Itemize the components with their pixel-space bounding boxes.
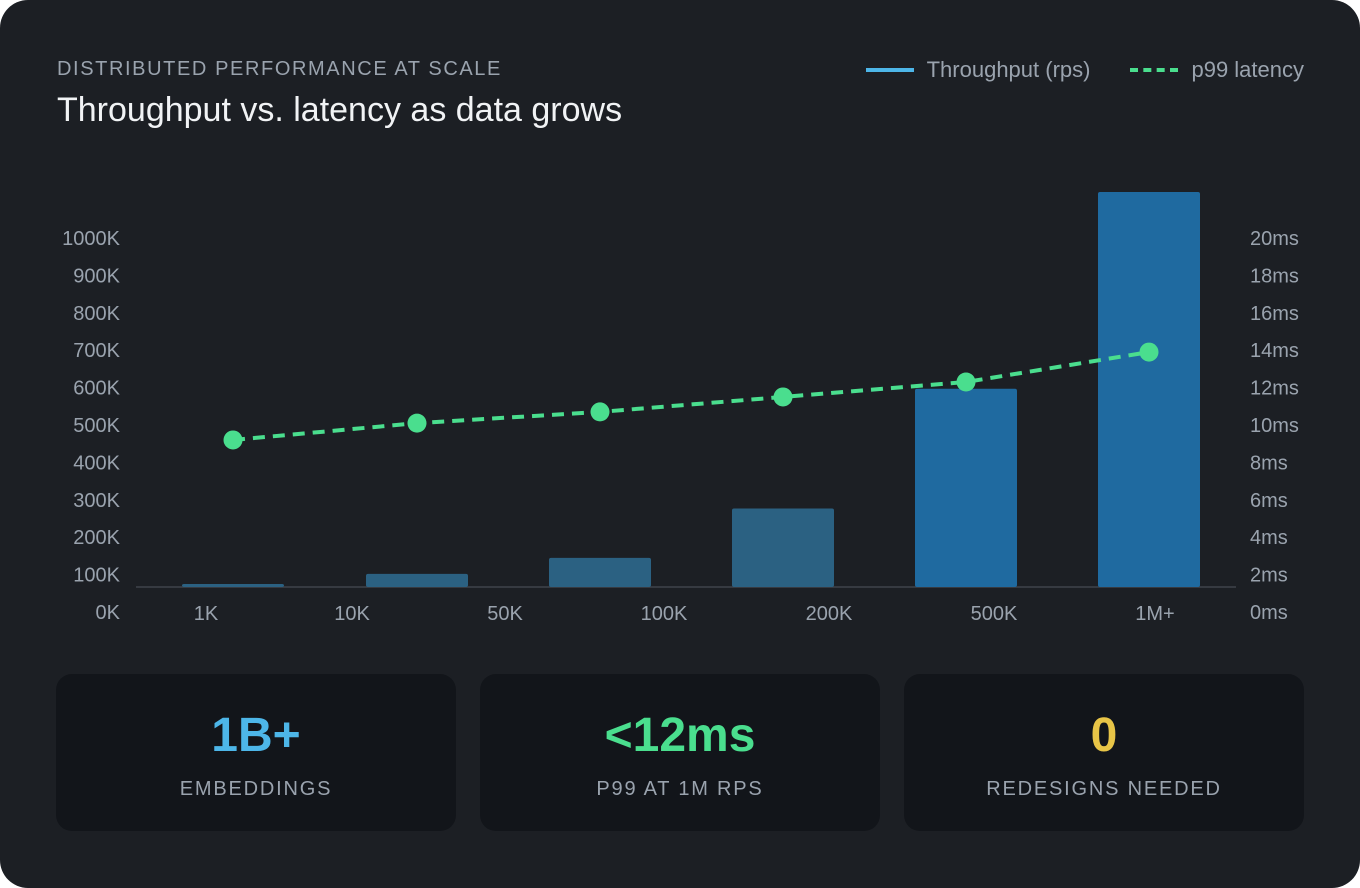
y-right-tick-label: 18ms [1250, 265, 1299, 287]
latency-point [223, 430, 243, 450]
x-tick-label: 1M+ [1135, 603, 1174, 625]
legend-label: Throughput (rps) [926, 57, 1091, 82]
stat-value: 0 [1090, 709, 1118, 762]
x-tick-label: 1K [194, 603, 219, 625]
x-tick-label: 50K [487, 603, 523, 625]
legend-latency: p99 latency [1130, 57, 1304, 83]
y-right-tick-label: 12ms [1250, 378, 1299, 400]
y-left-tick-label: 600K [73, 378, 120, 400]
latency-point [956, 372, 976, 392]
y-right-tick-label: 0ms [1250, 602, 1288, 624]
x-tick-label: 200K [806, 603, 853, 625]
throughput-bar [366, 573, 468, 587]
stat-value: <12ms [604, 709, 756, 762]
y-right-tick-label: 10ms [1250, 415, 1299, 437]
x-tick-label: 100K [641, 603, 688, 625]
throughput-bar [1098, 192, 1200, 587]
legend-dashed-line-icon [1130, 68, 1179, 72]
y-left-tick-label: 400K [73, 452, 120, 474]
y-right-tick-label: 14ms [1250, 340, 1299, 362]
stat-label: P99 AT 1M RPS [596, 778, 764, 800]
legend-throughput: Throughput (rps) [865, 57, 1091, 83]
stat-label: REDESIGNS NEEDED [986, 778, 1222, 800]
latency-point [1139, 342, 1159, 362]
y-left-tick-label: 500K [73, 415, 120, 437]
y-left-tick-label: 0K [96, 602, 121, 624]
y-left-tick-label: 300K [73, 490, 120, 512]
y-left-tick-label: 900K [73, 265, 120, 287]
latency-point [773, 387, 793, 407]
latency-point [407, 413, 427, 433]
stat-card-embeddings: 1B+ EMBEDDINGS [56, 674, 456, 831]
stat-card-redesigns: 0 REDESIGNS NEEDED [904, 674, 1304, 831]
legend: Throughput (rps) p99 latency [826, 57, 1304, 83]
y-right-tick-label: 16ms [1250, 303, 1299, 325]
chart-svg: 0K 100K 200K 300K 400K 500K 600K 700K 800K 900K 10… [62, 192, 1299, 625]
latency-line [232, 350, 1150, 442]
legend-label: p99 latency [1191, 57, 1304, 82]
throughput-bar [732, 508, 834, 587]
y-right-tick-label: 2ms [1250, 565, 1288, 587]
stats-row: 1B+ EMBEDDINGS <12ms P99 AT 1M RPS 0 RED… [56, 674, 1304, 831]
latency-point [590, 402, 610, 422]
x-tick-label: 10K [334, 603, 370, 625]
y-right-tick-label: 6ms [1250, 490, 1288, 512]
y-right-tick-label: 4ms [1250, 527, 1288, 549]
stat-card-p99: <12ms P99 AT 1M RPS [480, 674, 880, 831]
stat-label: EMBEDDINGS [179, 778, 333, 800]
chart-title: Throughput vs. latency as data grows [57, 91, 623, 129]
throughput-bar [549, 557, 651, 587]
y-left-tick-label: 800K [73, 303, 120, 325]
legend-solid-line-icon [865, 68, 914, 72]
throughput-bar [182, 584, 284, 587]
stat-value: 1B+ [211, 709, 301, 762]
y-right-tick-label: 20ms [1250, 228, 1299, 250]
throughput-bar [915, 388, 1017, 587]
y-left-tick-label: 100K [73, 565, 120, 587]
x-tick-label: 500K [971, 603, 1018, 625]
y-right-tick-label: 8ms [1250, 452, 1288, 474]
y-left-tick-label: 700K [73, 340, 120, 362]
y-left-tick-label: 200K [73, 527, 120, 549]
y-left-tick-label: 1000K [62, 228, 120, 250]
eyebrow-label: DISTRIBUTED PERFORMANCE AT SCALE [57, 58, 502, 80]
